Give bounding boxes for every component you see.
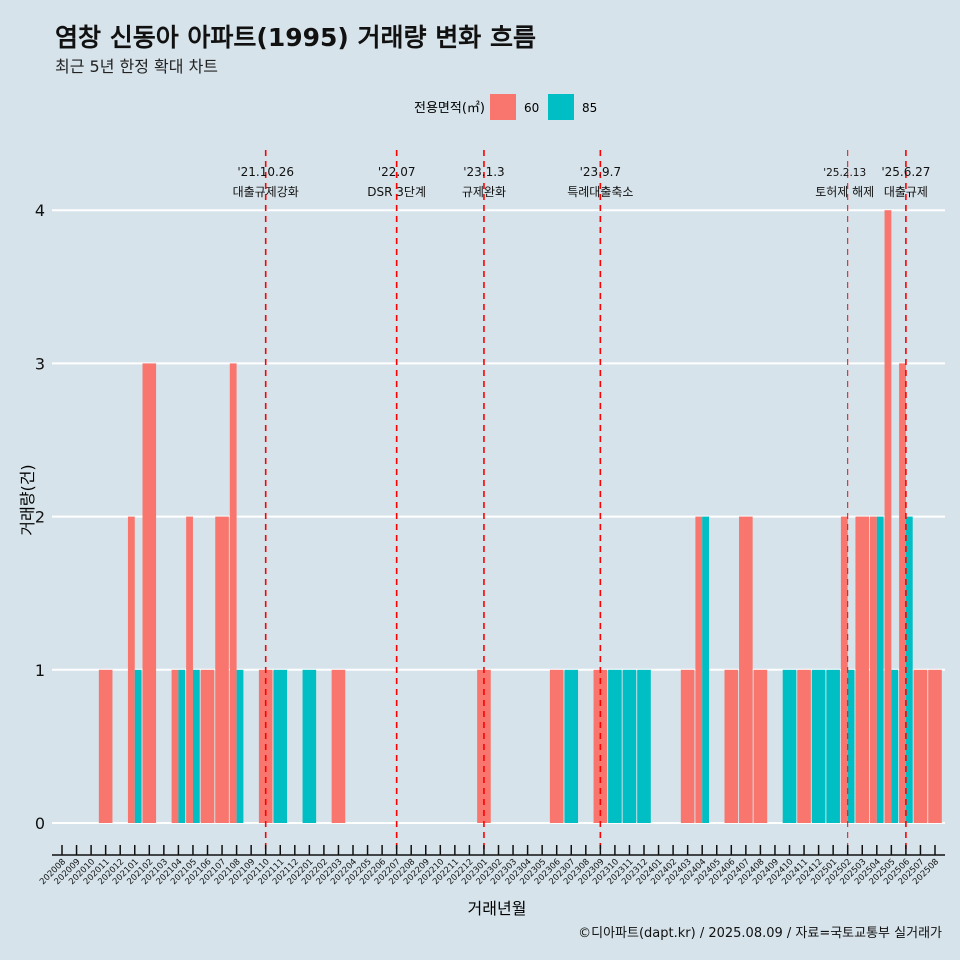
bar-85-202404: [702, 516, 709, 823]
y-tick-label: 0: [35, 814, 45, 833]
event-date: '23.9.7: [580, 165, 621, 179]
source-caption: ©디아파트(dapt.kr) / 2025.08.09 / 자료=국토교통부 실…: [578, 926, 942, 941]
chart-title: 염창 신동아 아파트(1995) 거래량 변화 흐름: [55, 23, 536, 52]
bar-85-202312: [637, 669, 651, 823]
bar-85-202502: [847, 669, 855, 823]
bar-85-202201: [302, 669, 317, 823]
event-label: 특례대출축소: [567, 185, 633, 199]
bar-60-202411: [797, 669, 811, 823]
event-date: '21.10.26: [237, 165, 294, 179]
event-label: DSR 3단계: [367, 185, 426, 199]
event-date: '25.6.27: [881, 165, 930, 179]
bar-85-202504: [876, 516, 884, 823]
y-tick-label: 1: [35, 661, 45, 680]
bar-60-202203: [331, 669, 346, 823]
bar-60-202508: [928, 669, 942, 823]
bar-60-202011: [98, 669, 113, 823]
legend-swatch-85: [548, 94, 574, 120]
axes: 2020082020092020102020112020122021012021…: [38, 845, 945, 887]
event-lines: '21.10.26 대출규제강화 '22.07 DSR 3단계 '23.1.3 규제완화 '…: [233, 150, 930, 852]
bar-85-202310: [608, 669, 622, 823]
bar-60-202403: [680, 669, 695, 823]
legend-title: 전용면적(㎡): [414, 101, 485, 116]
bar-60-202506: [899, 363, 906, 823]
bar-60-202407: [739, 516, 753, 823]
bar-60-202108: [229, 363, 237, 823]
bar-85-202104: [178, 669, 186, 823]
bar-85-202501: [826, 669, 840, 823]
y-tick-label: 3: [35, 354, 45, 373]
bar-60-202106: [200, 669, 215, 823]
y-tick-label: 4: [35, 201, 45, 220]
bar-60-202507: [913, 669, 928, 823]
bar-85-202101: [134, 669, 142, 823]
bar-85-202105: [192, 669, 200, 823]
bar-60-202107: [215, 516, 229, 823]
bar-60-202404: [695, 516, 703, 823]
bar-60-202503: [855, 516, 870, 823]
event-label: 규제완화: [462, 185, 506, 199]
legend-label-60: 60: [524, 101, 539, 115]
event-label: 토허제 해제: [815, 185, 874, 199]
event-label: 대출규제강화: [233, 185, 299, 199]
bar-60-202505: [884, 210, 892, 823]
bar-60-202104: [171, 669, 179, 823]
bar-85-202505: [891, 669, 899, 823]
event-date: '25.2.13: [823, 167, 866, 179]
bar-85-202506: [905, 516, 913, 823]
bar-85-202307: [564, 669, 579, 823]
event-label: 대출규제: [884, 185, 928, 199]
bar-60-202408: [753, 669, 768, 823]
legend-swatch-60: [490, 94, 516, 120]
event-date: '23.1.3: [463, 165, 504, 179]
bar-85-202311: [622, 669, 637, 823]
bar-60-202105: [186, 516, 193, 823]
legend: 전용면적(㎡) 60 85: [414, 94, 597, 120]
bar-85-202412: [811, 669, 826, 823]
bar-60-202504: [870, 516, 877, 823]
legend-label-85: 85: [582, 101, 597, 115]
bar-60-202406: [724, 669, 739, 823]
x-axis-title: 거래년월: [468, 899, 527, 918]
event-date: '22.07: [378, 165, 416, 179]
y-tick-label: 2: [35, 508, 45, 527]
bar-60-202502: [840, 516, 848, 823]
bar-85-202111: [273, 669, 288, 823]
bars: [98, 210, 942, 823]
bar-60-202101: [127, 516, 135, 823]
bar-85-202410: [782, 669, 797, 823]
bar-60-202306: [549, 669, 564, 823]
bar-60-202102: [142, 363, 157, 823]
chart-subtitle: 최근 5년 한정 확대 차트: [55, 57, 219, 76]
y-axis-title: 거래량(건): [18, 464, 37, 535]
bar-85-202108: [236, 669, 244, 823]
